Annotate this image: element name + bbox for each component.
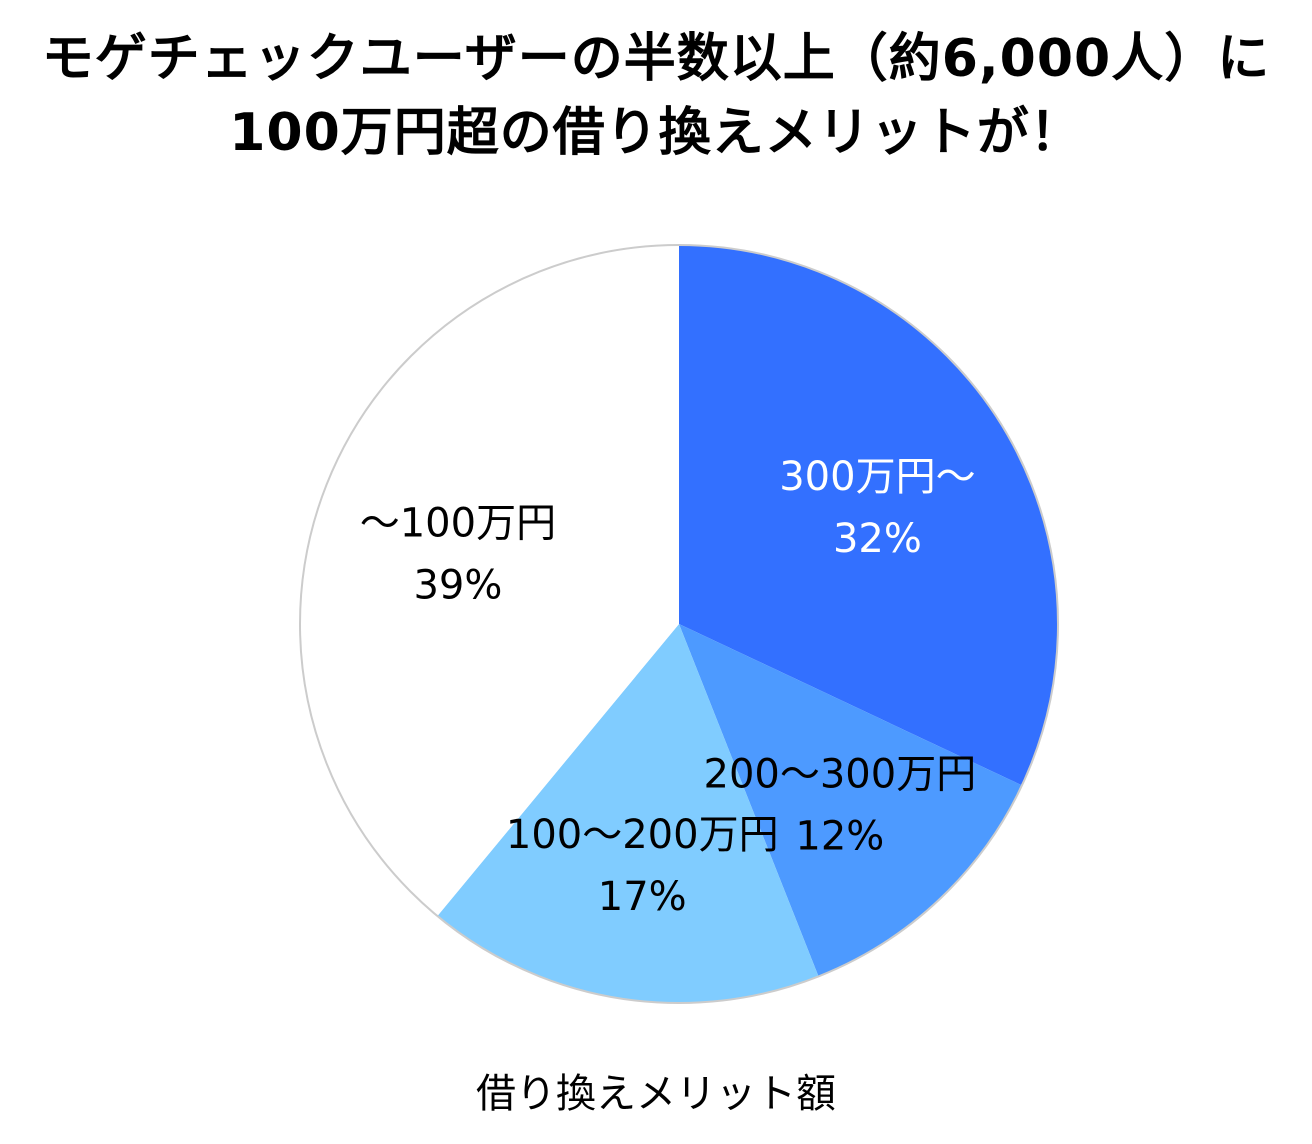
pie-label-percent: 17% [598,874,687,920]
pie-label-4: 〜100万円 39% [360,500,556,608]
pie-label-category: 100〜200万円 [506,812,779,858]
pie-slice-1 [679,245,1058,786]
pie-label-percent: 12% [795,813,884,859]
pie-slice-3 [437,624,819,1004]
pie-label-percent: 32% [833,516,922,562]
pie-label-3: 100〜200万円 17% [506,812,779,920]
pie-label-percent: 39% [413,562,502,608]
chart-caption: 借り換えメリット額 [476,1071,836,1117]
chart-title-line-1: モゲチェックユーザーの半数以上（約6,000人）に [41,29,1271,89]
pie-label-1: 300万円〜 32% [779,454,975,562]
pie-label-category: 300万円〜 [779,454,975,500]
pie-slices [299,244,1059,1004]
pie-label-category: 200〜300万円 [704,751,977,797]
pie-label-category: 〜100万円 [360,500,556,546]
chart-title: モゲチェックユーザーの半数以上（約6,000人）に 100万円超の借り換えメリッ… [0,22,1312,170]
pie-label-2: 200〜300万円 12% [704,751,977,859]
chart-title-line-2: 100万円超の借り換えメリットが！ [229,103,1083,163]
pie-slice-2 [679,624,1022,977]
pie-slice-4 [299,245,679,917]
pie-outline [299,244,1059,1004]
pie-labels: 300万円〜 32% 200〜300万円 12% 100〜200万円 17% 〜100万円 3… [360,454,976,920]
